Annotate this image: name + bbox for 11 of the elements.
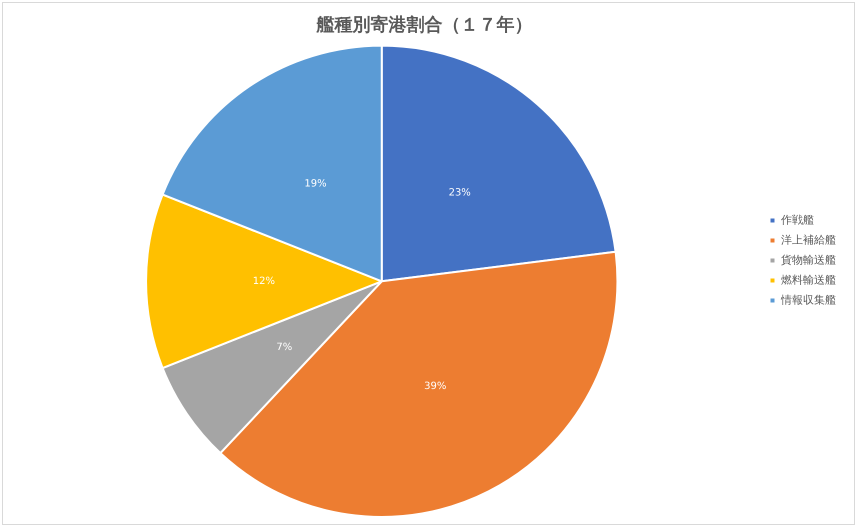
legend-label: 貨物輸送艦: [781, 253, 836, 266]
legend-label: 作戦艦: [780, 213, 814, 226]
data-label: 23%: [448, 187, 471, 198]
data-label: 19%: [304, 178, 327, 190]
data-label: 39%: [424, 380, 446, 392]
data-label: 12%: [252, 276, 276, 287]
legend-label: 情報収集艦: [780, 293, 836, 306]
legend-label: 洋上補給艦: [781, 233, 836, 246]
chart-title: 艦種別寄港割合（１７年）: [316, 14, 532, 36]
legend-label: 燃料輸送艦: [781, 273, 836, 286]
data-label: 7%: [276, 342, 292, 354]
